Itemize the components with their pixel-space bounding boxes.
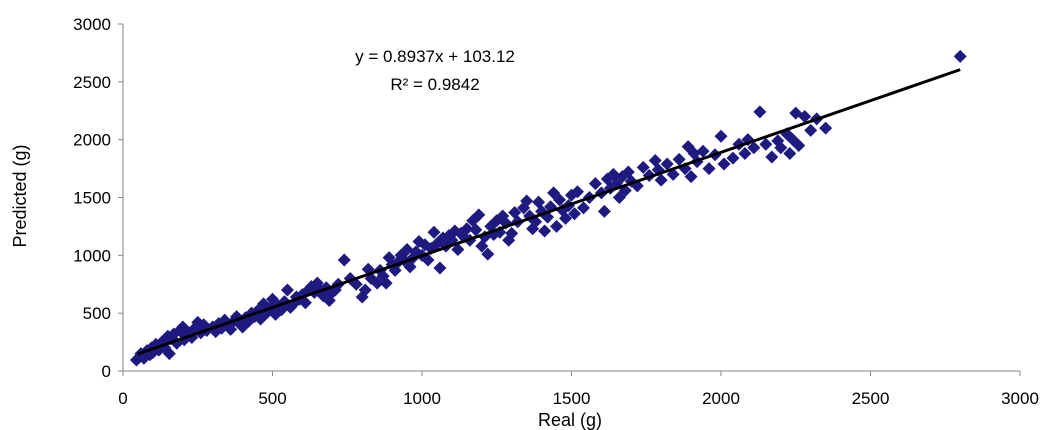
data-point: [421, 253, 435, 267]
data-point: [358, 283, 372, 297]
y-tick-label: 0: [102, 362, 111, 381]
data-points: [129, 49, 967, 367]
x-tick-label: 3000: [1001, 389, 1039, 408]
x-tick-label: 500: [258, 389, 286, 408]
data-point: [298, 296, 312, 310]
y-tick-label: 2500: [73, 73, 111, 92]
data-point: [433, 261, 447, 275]
data-point: [505, 226, 519, 240]
data-point: [570, 185, 584, 199]
x-axis-title: Real (g): [538, 410, 602, 430]
data-point: [672, 152, 686, 166]
data-point: [696, 144, 710, 158]
data-point: [460, 222, 474, 236]
data-point: [576, 201, 590, 215]
data-point: [520, 194, 534, 208]
data-point: [588, 177, 602, 191]
data-point: [714, 129, 728, 143]
trendline: [137, 68, 961, 356]
data-point: [469, 223, 483, 237]
data-point: [337, 253, 351, 267]
data-point: [792, 138, 806, 152]
y-tick-label: 1500: [73, 189, 111, 208]
data-point: [550, 219, 564, 233]
data-point: [765, 150, 779, 164]
data-point: [567, 207, 581, 221]
x-tick-label: 2500: [852, 389, 890, 408]
data-point: [953, 49, 967, 63]
r-squared-label: R² = 0.9842: [390, 75, 479, 94]
data-point: [738, 147, 752, 161]
data-point: [597, 204, 611, 218]
y-tick-label: 2000: [73, 131, 111, 150]
data-point: [654, 173, 668, 187]
data-point: [783, 147, 797, 161]
data-point: [798, 110, 812, 124]
data-point: [451, 243, 465, 257]
data-point: [636, 160, 650, 174]
data-point: [379, 276, 393, 290]
data-point: [280, 283, 294, 297]
data-point: [559, 211, 573, 225]
data-point: [502, 233, 516, 247]
data-point: [162, 347, 176, 361]
data-point: [774, 141, 788, 155]
data-point: [753, 105, 767, 119]
x-tick-label: 1000: [403, 389, 441, 408]
data-point: [819, 121, 833, 135]
x-tick-label: 2000: [702, 389, 740, 408]
data-point: [726, 151, 740, 165]
data-point: [717, 157, 731, 171]
data-point: [409, 245, 423, 259]
data-point: [427, 225, 441, 239]
x-tick-label: 0: [118, 389, 127, 408]
x-axis-ticks: 0 500 1000 1500 2000 2500 3000: [118, 371, 1039, 408]
data-point: [702, 162, 716, 176]
data-point: [400, 243, 414, 257]
y-tick-label: 500: [83, 304, 111, 323]
data-point: [684, 170, 698, 184]
y-tick-label: 1000: [73, 246, 111, 265]
x-tick-label: 1500: [553, 389, 591, 408]
data-point: [481, 247, 495, 261]
data-point: [472, 208, 486, 222]
y-axis-ticks: 0 500 1000 1500 2000 2500 3000: [73, 15, 123, 381]
data-point: [660, 157, 674, 171]
data-point: [747, 141, 761, 155]
data-point: [804, 123, 818, 137]
y-axis-title: Predicted (g): [10, 144, 30, 247]
data-point: [759, 137, 773, 151]
trendline-equation: y = 0.8937x + 103.12: [355, 47, 515, 66]
data-point: [538, 224, 552, 238]
data-point: [553, 193, 567, 207]
y-tick-label: 3000: [73, 15, 111, 34]
